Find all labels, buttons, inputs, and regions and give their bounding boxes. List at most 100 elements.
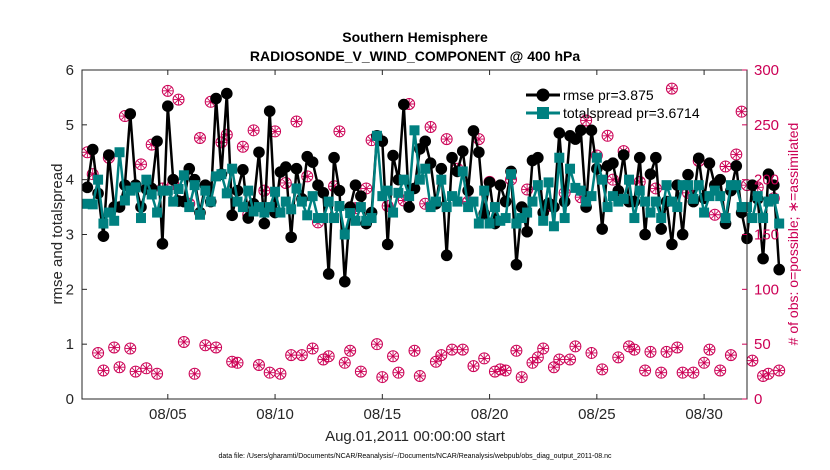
spread-point — [135, 213, 146, 224]
obs-possible-marker — [467, 360, 480, 373]
obs-assimilated-marker — [527, 357, 538, 368]
obs-assimilated-marker — [683, 187, 694, 198]
spread-point — [280, 196, 291, 207]
obs-possible-marker — [290, 115, 303, 128]
rmse-point — [253, 146, 265, 159]
rmse-point — [639, 228, 651, 241]
footnote: data file: /Users/gharamti/Documents/NCA… — [218, 453, 612, 460]
obs-possible-marker — [108, 341, 121, 354]
rmse-point — [355, 190, 367, 202]
obs-assimilated-marker — [640, 365, 651, 376]
rmse-point — [467, 125, 480, 137]
obs-assimilated-marker — [286, 350, 297, 361]
spread-point — [688, 193, 699, 204]
obs-assimilated-marker — [656, 367, 667, 378]
obs-assimilated-marker — [709, 209, 720, 220]
obs-possible-marker — [687, 366, 700, 379]
rmse-point — [446, 151, 458, 164]
obs-assimilated-marker — [430, 356, 441, 367]
obs-possible-marker — [274, 367, 287, 380]
obs-assimilated-marker — [613, 352, 624, 363]
spread-point — [489, 202, 500, 213]
obs-possible-marker — [252, 359, 265, 372]
obs-assimilated-marker — [98, 365, 109, 376]
rmse-point — [317, 187, 330, 199]
rmse-point — [258, 217, 271, 230]
spread-point — [162, 185, 173, 196]
spread-point — [677, 180, 688, 191]
obs-possible-marker — [531, 351, 544, 364]
spread-point — [452, 196, 463, 207]
obs-possible-marker — [510, 344, 523, 357]
obs-assimilated-marker — [178, 336, 189, 347]
obs-possible-marker — [161, 84, 174, 97]
obs-assimilated-marker — [473, 134, 484, 145]
legend-spread-label: totalspread pr=3.6714 — [563, 105, 700, 121]
obs-assimilated-marker — [720, 161, 731, 172]
rmse-point — [124, 108, 137, 120]
spread-point — [720, 213, 731, 224]
spread-point — [672, 202, 683, 213]
obs-assimilated-marker — [516, 372, 527, 383]
spread-point — [522, 207, 533, 218]
obs-assimilated-marker — [447, 344, 458, 355]
rmse-point — [226, 209, 238, 222]
obs-assimilated-marker — [677, 367, 688, 378]
y-right-tick-label: 50 — [754, 336, 771, 353]
spread-point — [119, 195, 130, 206]
y-right-tick-label: 100 — [754, 281, 779, 298]
spread-point — [618, 193, 629, 204]
obs-assimilated-marker — [747, 355, 758, 366]
obs-assimilated-marker — [366, 135, 377, 146]
spread-point — [543, 177, 554, 188]
obs-possible-marker — [478, 352, 491, 365]
spread-point — [661, 180, 672, 191]
spread-point — [227, 163, 238, 174]
x-tick-label: 08/05 — [149, 406, 187, 423]
obs-assimilated-marker — [135, 159, 146, 170]
spread-point — [468, 196, 479, 207]
obs-possible-marker — [440, 133, 453, 146]
obs-possible-marker — [376, 371, 389, 384]
spread-point — [291, 183, 302, 194]
obs-possible-marker — [247, 124, 260, 137]
x-tick-label: 08/10 — [256, 406, 294, 423]
spread-point — [93, 174, 104, 185]
obs-possible-marker — [344, 344, 357, 357]
rmse-point — [650, 151, 662, 164]
spread-point — [752, 191, 763, 202]
legend-rmse-label: rmse pr=3.875 — [563, 87, 654, 103]
spread-point — [747, 213, 758, 224]
y-axis-right-label: # of obs: o=possible; ∗=assimilated — [785, 123, 801, 346]
obs-assimilated-marker — [624, 341, 635, 352]
obs-assimilated-marker — [581, 115, 592, 126]
obs-assimilated-marker — [152, 368, 163, 379]
spread-point — [640, 196, 651, 207]
spread-point — [559, 213, 570, 224]
rmse-point — [349, 179, 362, 191]
spread-point — [758, 213, 769, 224]
legend-spread-marker — [537, 107, 549, 119]
y-tick-label: 0 — [66, 391, 74, 408]
y-tick-label: 5 — [66, 117, 74, 134]
rmse-point — [103, 149, 115, 161]
obs-possible-marker — [655, 366, 668, 379]
obs-possible-marker — [596, 363, 609, 376]
obs-possible-marker — [515, 371, 528, 384]
obs-assimilated-marker — [441, 134, 452, 145]
obs-assimilated-marker — [479, 353, 490, 364]
obs-possible-marker — [188, 367, 201, 380]
obs-assimilated-marker — [763, 368, 774, 379]
spread-point — [500, 213, 511, 224]
obs-assimilated-marker — [275, 368, 286, 379]
rmse-point — [666, 238, 678, 251]
spread-point — [275, 207, 286, 218]
rmse-point — [333, 184, 346, 197]
obs-possible-marker — [354, 365, 367, 378]
y-right-tick-label: 0 — [754, 391, 762, 408]
spread-point — [296, 196, 307, 207]
obs-possible-marker — [585, 346, 598, 359]
obs-assimilated-marker — [715, 365, 726, 376]
spread-point — [146, 189, 157, 200]
